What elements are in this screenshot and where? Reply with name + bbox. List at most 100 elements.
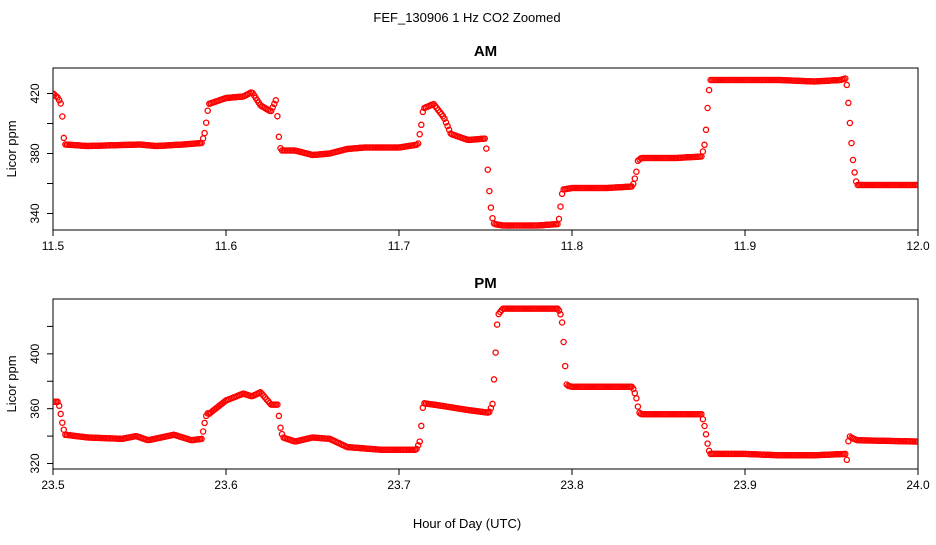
data-point [490,376,498,383]
data-point [631,175,639,182]
data-point [418,121,425,129]
data-point [445,126,453,134]
data-point [845,99,852,107]
data-point [267,107,275,115]
data-point [561,362,569,370]
data-point [846,119,854,127]
data-point [842,450,849,458]
panel-title-am: AM [474,43,497,60]
data-point [275,133,283,141]
x-tick-label: 11.9 [734,239,757,253]
data-point [633,168,640,175]
x-tick-label: 23.9 [733,478,757,492]
data-point [59,419,66,426]
y-axis-label-pm: Licor ppm [4,355,19,412]
y-tick-label: 340 [28,203,42,223]
data-point [484,166,492,173]
data-point [59,113,66,120]
x-tick-label: 12.0 [906,239,930,253]
data-point [634,403,642,410]
data-point [914,438,918,445]
data-point [557,203,564,210]
data-point [699,415,707,423]
data-point [444,122,451,130]
x-tick-label: 23.8 [560,478,584,492]
data-point [201,419,208,427]
data-point [272,97,280,104]
y-tick-label: 320 [28,453,42,473]
data-point [705,86,713,94]
data-point [278,430,286,438]
plot-frame-am [52,67,919,231]
data-point [55,96,63,104]
data-point [558,319,566,326]
plot-frame-pm [52,298,919,470]
data-point [483,145,490,152]
data-point [442,119,450,126]
y-tick-label: 360 [28,398,42,418]
data-point [413,445,420,453]
data-point [271,100,278,108]
data-point [493,321,501,328]
data-point [842,75,849,82]
data-point [198,435,205,443]
data-point [53,92,60,100]
data-point [57,410,64,418]
x-tick-label: 23.7 [387,478,411,492]
data-point [274,112,281,120]
data-point [414,140,422,147]
data-point [416,438,423,445]
data-point [202,119,210,126]
data-point [441,115,448,122]
data-point [489,400,496,408]
panel-am: AM Licor ppm 11.5 11.6 11.7 11.8 11.9 12.0 340 38… [4,43,930,253]
y-tick-label: 420 [28,83,42,103]
x-tick-label: 11.5 [42,239,65,253]
data-point [843,456,851,464]
data-point [843,81,851,89]
x-tick-label: 23.6 [214,478,238,492]
data-point [557,311,564,318]
data-point [55,402,63,410]
data-point [555,307,563,314]
data-point [555,215,563,223]
data-point [57,100,64,107]
data-point [848,139,855,147]
data-point [60,426,68,433]
data-point [414,442,422,449]
data-point [704,440,711,447]
data-point [704,104,711,112]
data-point [204,107,211,114]
panel-pm: PM Licor ppm 23.5 23.6 23.7 23.8 23.9 24.0 320 36… [4,275,930,492]
data-points-am [53,75,918,229]
data-point [492,349,499,356]
data-point [486,187,493,195]
data-point [849,156,857,164]
data-point [702,126,710,134]
data-point [560,338,567,346]
data-point [701,141,708,149]
data-point [418,422,425,430]
data-point [487,204,495,211]
data-point [60,134,68,142]
data-point [486,408,493,416]
data-points-pm [53,305,918,464]
x-tick-label: 23.5 [41,478,65,492]
data-point [701,422,708,430]
data-point [277,424,284,431]
x-axis-label: Hour of Day (UTC) [413,516,521,531]
data-point [275,412,283,420]
x-tick-label: 11.8 [561,239,584,253]
data-point [269,104,276,111]
data-point [851,169,858,176]
x-tick-label: 11.7 [388,239,411,253]
data-point [199,428,207,435]
x-tick-label: 11.6 [215,239,238,253]
data-point [416,130,423,138]
data-point [702,431,710,438]
data-point [481,135,488,142]
data-point [489,214,496,222]
y-axis-label-am: Licor ppm [4,120,19,177]
